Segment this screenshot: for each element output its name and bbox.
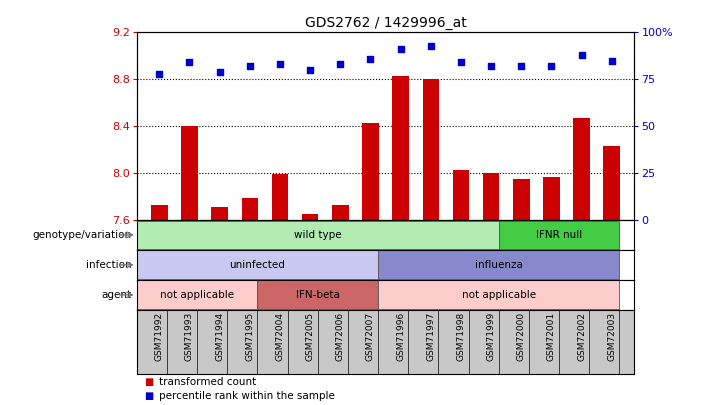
Bar	[393, 76, 409, 220]
Text: GSM72002: GSM72002	[577, 312, 586, 361]
Text: influenza: influenza	[475, 260, 523, 270]
Point	[516, 63, 527, 69]
Point	[365, 55, 376, 62]
Text: GSM72004: GSM72004	[275, 312, 285, 361]
Bar	[573, 118, 590, 220]
Point	[606, 57, 618, 64]
Text: percentile rank within the sample: percentile rank within the sample	[159, 391, 335, 401]
Bar	[242, 198, 258, 220]
Point	[274, 61, 285, 68]
Bar	[543, 177, 559, 220]
Point	[244, 63, 255, 69]
Text: IFN-beta: IFN-beta	[296, 290, 339, 300]
Point	[546, 63, 557, 69]
Text: GSM71995: GSM71995	[245, 312, 254, 361]
Bar	[362, 123, 379, 220]
Bar	[332, 205, 348, 220]
Text: GSM71994: GSM71994	[215, 312, 224, 361]
Text: IFNR null: IFNR null	[536, 230, 582, 240]
Text: infection: infection	[86, 260, 132, 270]
Point	[214, 68, 225, 75]
Text: GSM72005: GSM72005	[306, 312, 315, 361]
Point	[154, 70, 165, 77]
Bar	[212, 207, 228, 220]
Bar	[137, 220, 498, 249]
Text: GSM71992: GSM71992	[155, 312, 164, 361]
Point	[304, 67, 315, 73]
Point	[456, 59, 467, 66]
Text: not applicable: not applicable	[160, 290, 234, 300]
Bar	[272, 174, 288, 220]
Text: GSM72003: GSM72003	[607, 312, 616, 361]
Text: genotype/variation: genotype/variation	[32, 230, 132, 240]
Title: GDS2762 / 1429996_at: GDS2762 / 1429996_at	[305, 16, 466, 30]
Bar	[378, 250, 619, 279]
Point	[334, 61, 346, 68]
Point	[576, 52, 587, 58]
Bar	[483, 173, 499, 220]
Bar	[453, 170, 469, 220]
Text: GSM72007: GSM72007	[366, 312, 375, 361]
Text: ■: ■	[144, 391, 153, 401]
Text: transformed count: transformed count	[159, 377, 257, 387]
Text: wild type: wild type	[294, 230, 341, 240]
Bar	[498, 220, 619, 249]
Text: GSM71998: GSM71998	[456, 312, 465, 361]
Bar	[513, 179, 529, 220]
Point	[426, 42, 437, 49]
Text: GSM71996: GSM71996	[396, 312, 405, 361]
Text: GSM72000: GSM72000	[517, 312, 526, 361]
Point	[486, 63, 497, 69]
Text: GSM71999: GSM71999	[486, 312, 496, 361]
Bar	[423, 79, 439, 220]
Point	[184, 59, 195, 66]
Point	[395, 46, 407, 53]
Text: GSM72006: GSM72006	[336, 312, 345, 361]
Text: not applicable: not applicable	[461, 290, 536, 300]
Bar	[137, 250, 378, 279]
Bar	[604, 146, 620, 220]
Text: GSM71997: GSM71997	[426, 312, 435, 361]
Text: GSM72001: GSM72001	[547, 312, 556, 361]
Bar	[378, 280, 619, 309]
Bar	[181, 126, 198, 220]
Bar	[137, 280, 257, 309]
Text: GSM71993: GSM71993	[185, 312, 194, 361]
Bar	[151, 205, 168, 220]
Bar	[302, 214, 318, 220]
Text: uninfected: uninfected	[229, 260, 285, 270]
Bar	[257, 280, 378, 309]
Text: ■: ■	[144, 377, 153, 387]
Text: agent: agent	[102, 290, 132, 300]
